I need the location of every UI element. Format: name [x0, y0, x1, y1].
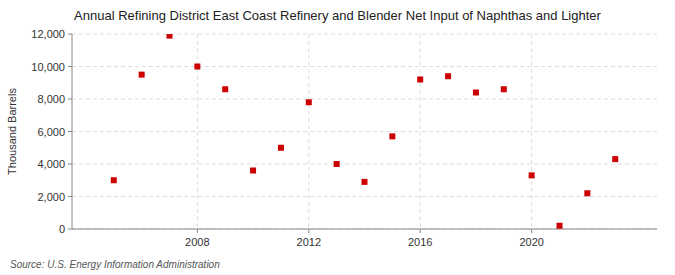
y-grid-line	[72, 229, 657, 230]
point	[167, 34, 173, 39]
y-tick	[68, 34, 72, 35]
point	[417, 77, 423, 83]
point	[222, 86, 228, 92]
point	[111, 177, 117, 183]
y-grid-line	[72, 66, 657, 67]
x-tick-label: 2020	[519, 236, 543, 248]
point	[334, 161, 340, 167]
y-grid-line	[72, 34, 657, 35]
y-tick-label: 10,000	[31, 61, 65, 73]
y-grid-line	[72, 164, 657, 165]
x-tick	[420, 229, 421, 233]
point	[445, 73, 451, 79]
x-tick	[308, 229, 309, 233]
y-grid-line	[72, 196, 657, 197]
title: Annual Refining District East Coast Refi…	[74, 8, 601, 23]
point	[584, 190, 590, 196]
point	[501, 86, 507, 92]
point	[557, 223, 563, 229]
y-grid-line	[72, 99, 657, 100]
x-tick	[531, 229, 532, 233]
point	[139, 72, 145, 78]
x-tick-label: 2012	[297, 236, 321, 248]
points	[111, 34, 618, 229]
y-tick	[68, 164, 72, 165]
point	[306, 99, 312, 105]
x-grid-line	[420, 34, 421, 229]
y-tick-label: 4,000	[37, 158, 65, 170]
x-grid-line	[531, 34, 532, 229]
y-axis-line	[72, 34, 73, 229]
y-tick	[68, 66, 72, 67]
point	[194, 64, 200, 70]
y-grid-line	[72, 131, 657, 132]
x-axis-line	[72, 229, 657, 230]
y-tick	[68, 196, 72, 197]
y-tick-label: 8,000	[37, 93, 65, 105]
point	[278, 145, 284, 151]
axes: 0 2,000 4,000 6,000 8,000 10,000 12,000 2008 201…	[31, 28, 657, 248]
point	[362, 179, 368, 185]
y-tick-label: 6,000	[37, 126, 65, 138]
y-tick	[68, 99, 72, 100]
point	[529, 172, 535, 178]
x-tick-label: 2008	[185, 236, 209, 248]
chart-container: Annual Refining District East Coast Refi…	[0, 0, 675, 275]
point	[389, 133, 395, 139]
x-tick-label: 2016	[408, 236, 432, 248]
point	[473, 90, 479, 96]
y-tick-label: 2,000	[37, 191, 65, 203]
x-tick	[197, 229, 198, 233]
y-tick	[68, 131, 72, 132]
x-grid-line	[197, 34, 198, 229]
chart-svg: Annual Refining District East Coast Refi…	[0, 0, 675, 275]
y-axis-label: Thousand Barrels	[6, 88, 18, 175]
x-grid-line	[308, 34, 309, 229]
point	[612, 156, 618, 162]
source-note: Source: U.S. Energy Information Administ…	[10, 259, 220, 270]
y-tick	[68, 229, 72, 230]
y-tick-label: 12,000	[31, 28, 65, 40]
point	[250, 168, 256, 174]
grid	[72, 34, 657, 229]
y-tick-label: 0	[59, 223, 65, 235]
